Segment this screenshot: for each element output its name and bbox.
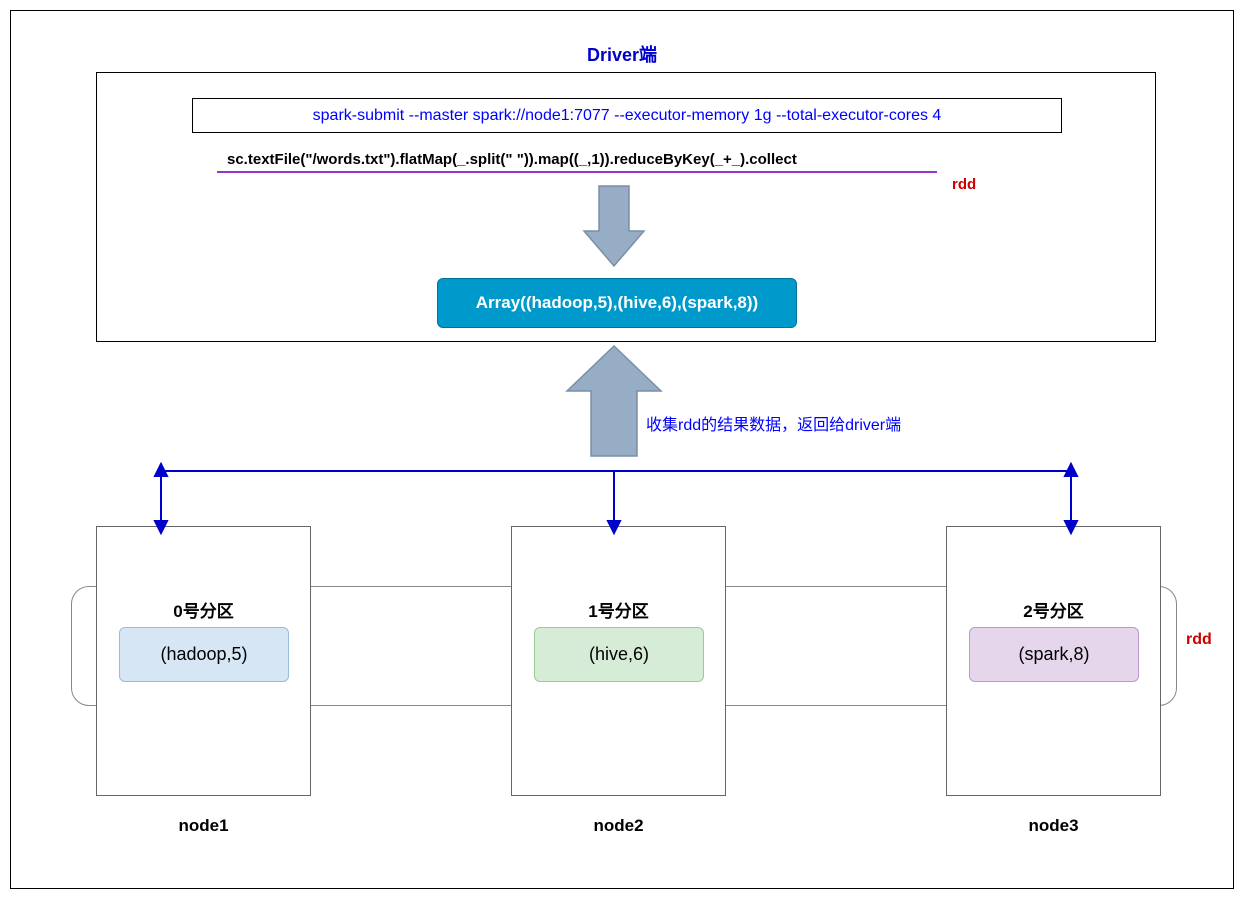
node-box-3: 2号分区 (spark,8) — [946, 526, 1161, 796]
rdd-label-top: rdd — [952, 176, 976, 193]
diagram-canvas: Driver端 spark-submit --master spark://no… — [10, 10, 1234, 889]
code-line: sc.textFile("/words.txt").flatMap(_.spli… — [227, 151, 797, 168]
driver-title: Driver端 — [11, 41, 1233, 67]
partition-title-1: 1号分区 — [512, 597, 725, 622]
arrow-up-icon — [567, 346, 661, 456]
partition-data-2: (spark,8) — [969, 627, 1139, 682]
collect-description: 收集rdd的结果数据，返回给driver端 — [646, 411, 901, 435]
connector-lines — [155, 464, 1077, 533]
node-label-1: node1 — [96, 816, 311, 836]
command-text: spark-submit --master spark://node1:7077… — [192, 98, 1062, 133]
code-underline — [217, 171, 937, 173]
result-array: Array((hadoop,5),(hive,6),(spark,8)) — [437, 278, 797, 328]
partition-data-1: (hive,6) — [534, 627, 704, 682]
rdd-label-side: rdd — [1186, 631, 1212, 649]
driver-box: spark-submit --master spark://node1:7077… — [96, 72, 1156, 342]
node-box-2: 1号分区 (hive,6) — [511, 526, 726, 796]
partition-title-0: 0号分区 — [97, 597, 310, 622]
partition-data-0: (hadoop,5) — [119, 627, 289, 682]
node-label-2: node2 — [511, 816, 726, 836]
partition-title-2: 2号分区 — [947, 597, 1160, 622]
node-label-3: node3 — [946, 816, 1161, 836]
node-box-1: 0号分区 (hadoop,5) — [96, 526, 311, 796]
